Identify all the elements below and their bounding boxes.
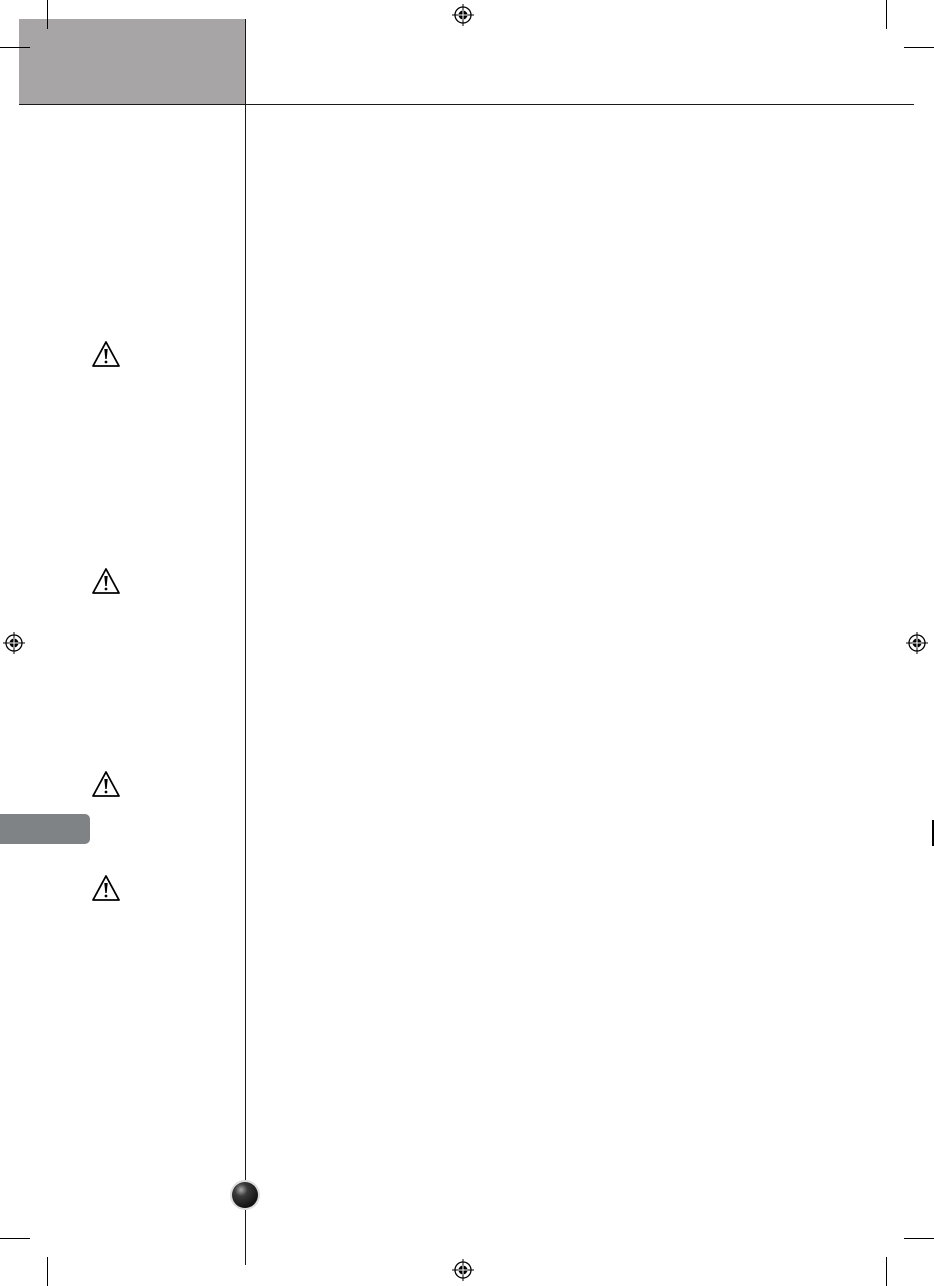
column-divider — [245, 19, 246, 1265]
registration-mark-icon — [452, 4, 474, 26]
crop-mark — [932, 820, 934, 846]
crop-mark — [886, 0, 887, 29]
crop-mark — [904, 47, 934, 48]
crop-mark — [47, 0, 48, 29]
warning-triangle-icon — [92, 341, 120, 367]
crop-mark — [47, 1257, 48, 1286]
registration-mark-icon — [3, 632, 25, 654]
registration-mark-icon — [906, 632, 928, 654]
crop-mark — [0, 1238, 30, 1239]
warning-triangle-icon — [92, 875, 120, 901]
registration-mark-icon — [452, 1259, 474, 1281]
crop-mark — [0, 47, 30, 48]
side-tab — [0, 814, 90, 844]
header-rule — [19, 104, 914, 105]
header-block — [19, 19, 245, 104]
warning-triangle-icon — [92, 568, 120, 594]
crop-mark — [904, 1238, 934, 1239]
crop-mark — [886, 1257, 887, 1286]
warning-triangle-icon — [92, 771, 120, 797]
page-marker-ball-icon — [230, 1180, 260, 1210]
